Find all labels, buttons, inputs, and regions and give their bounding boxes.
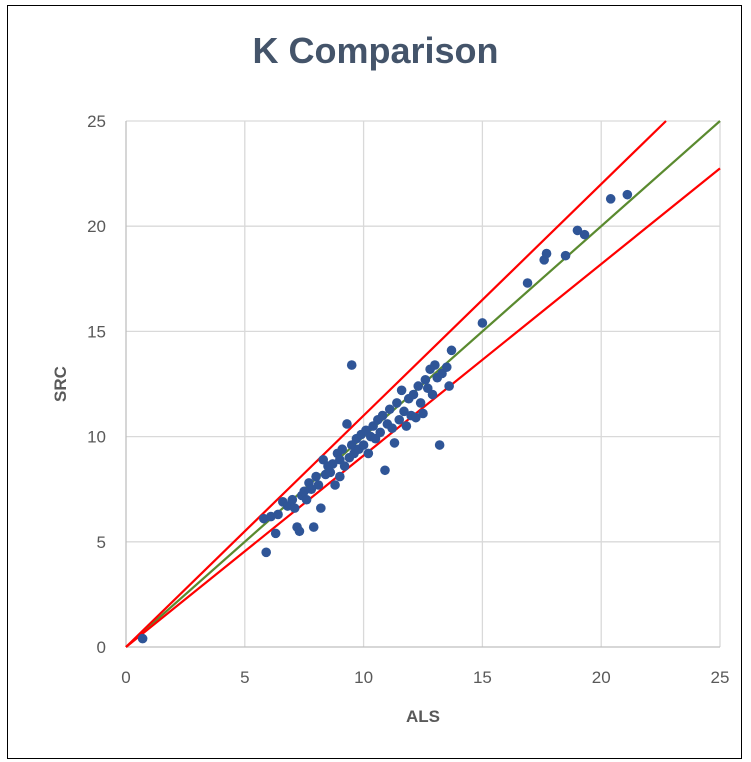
data-point-11 xyxy=(294,526,305,537)
data-point-72 xyxy=(434,440,445,450)
reference-lines xyxy=(125,120,721,648)
data-point-25 xyxy=(327,459,338,469)
data-point-81 xyxy=(560,250,571,261)
data-point-24 xyxy=(325,467,336,478)
x-tick-label-4: 20 xyxy=(592,668,611,687)
data-point-69 xyxy=(427,389,438,400)
data-point-26 xyxy=(330,480,340,490)
data-point-63 xyxy=(413,381,424,391)
data-point-32 xyxy=(342,419,352,429)
axes xyxy=(125,121,720,648)
data-point-16 xyxy=(306,484,317,495)
data-point-40 xyxy=(358,440,369,450)
data-point-54 xyxy=(392,398,402,408)
data-point-53 xyxy=(389,438,400,448)
chart-title: K Comparison xyxy=(252,30,499,71)
data-points xyxy=(137,189,633,644)
data-point-34 xyxy=(346,360,357,370)
x-tick-label-2: 10 xyxy=(354,668,373,687)
data-point-48 xyxy=(377,410,388,421)
data-point-80 xyxy=(541,248,552,259)
data-point-49 xyxy=(380,465,390,476)
x-tick-label-1: 5 xyxy=(240,668,249,687)
data-point-77 xyxy=(477,318,488,328)
data-point-75 xyxy=(444,381,454,391)
data-point-5 xyxy=(273,509,283,520)
data-point-76 xyxy=(446,345,457,356)
tick-labels: 0 5 10 15 20 25 0 5 10 15 20 25 xyxy=(87,112,729,687)
data-point-9 xyxy=(289,503,300,513)
data-point-14 xyxy=(301,494,312,505)
data-point-42 xyxy=(363,448,374,459)
data-point-20 xyxy=(316,503,326,513)
x-tick-label-0: 0 xyxy=(121,668,130,687)
y-tick-label-2: 10 xyxy=(87,428,106,447)
data-point-56 xyxy=(396,385,407,396)
data-point-47 xyxy=(375,427,386,438)
upper-bound-line xyxy=(125,120,667,648)
data-point-74 xyxy=(441,362,452,372)
y-tick-label-5: 25 xyxy=(87,112,106,131)
x-axis-title: ALS xyxy=(406,707,440,726)
data-point-8 xyxy=(287,494,298,505)
identity-line xyxy=(125,120,721,648)
x-tick-label-5: 25 xyxy=(711,668,730,687)
x-tick-label-3: 15 xyxy=(473,668,492,687)
data-point-28 xyxy=(335,471,345,482)
y-tick-label-0: 0 xyxy=(97,638,106,657)
data-point-70 xyxy=(430,360,440,370)
chart-frame xyxy=(7,5,742,759)
data-point-0 xyxy=(137,633,148,644)
gridlines xyxy=(126,120,721,647)
data-point-4 xyxy=(270,528,281,539)
data-point-2 xyxy=(261,547,271,558)
data-point-61 xyxy=(408,389,419,400)
data-point-64 xyxy=(415,398,426,408)
data-point-17 xyxy=(308,522,319,532)
y-tick-label-3: 15 xyxy=(87,322,106,341)
data-point-55 xyxy=(394,414,405,425)
data-point-65 xyxy=(418,408,428,419)
data-point-83 xyxy=(579,229,590,240)
lower-bound-line xyxy=(125,167,721,648)
data-point-18 xyxy=(311,471,321,482)
data-point-51 xyxy=(384,404,395,415)
data-point-31 xyxy=(339,461,350,471)
data-point-85 xyxy=(622,189,633,200)
data-point-84 xyxy=(605,194,616,204)
data-point-30 xyxy=(337,444,348,455)
data-point-19 xyxy=(313,480,324,490)
data-point-78 xyxy=(522,278,533,288)
data-point-82 xyxy=(572,225,583,236)
data-point-52 xyxy=(387,423,397,433)
y-tick-label-4: 20 xyxy=(87,217,106,236)
data-point-66 xyxy=(420,374,431,385)
data-point-57 xyxy=(399,406,409,417)
data-point-62 xyxy=(411,412,421,423)
y-tick-label-1: 5 xyxy=(97,533,106,552)
data-point-58 xyxy=(401,421,412,431)
y-axis-title: SRC xyxy=(51,366,70,402)
